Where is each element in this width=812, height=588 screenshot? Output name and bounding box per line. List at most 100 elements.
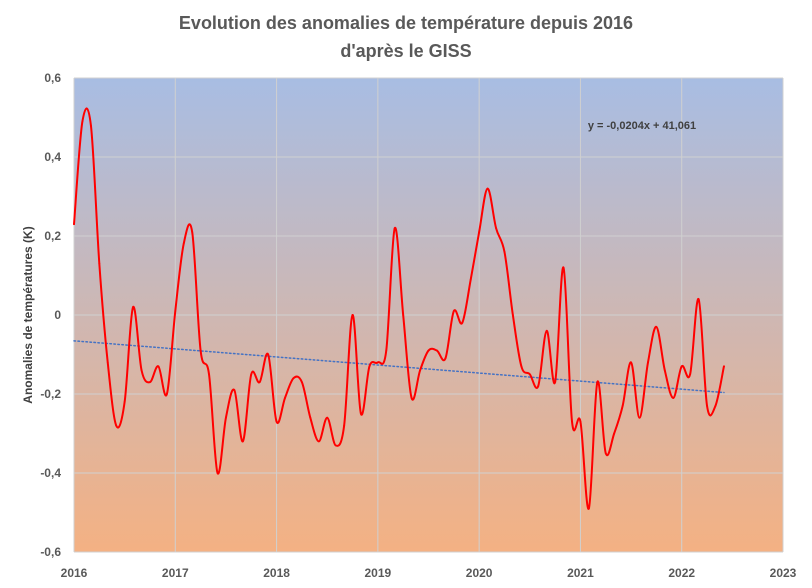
data-point <box>613 432 616 435</box>
data-point <box>275 420 278 423</box>
data-point <box>309 416 312 419</box>
data-point <box>368 365 371 368</box>
data-point <box>444 357 447 360</box>
data-point <box>393 227 396 230</box>
data-point <box>697 298 700 301</box>
data-point <box>562 266 565 269</box>
data-point <box>182 243 185 245</box>
data-point <box>208 373 210 376</box>
data-point <box>663 369 666 372</box>
data-point <box>419 369 421 372</box>
data-point <box>284 397 286 399</box>
data-point <box>343 424 346 427</box>
y-tick-label: -0,2 <box>40 387 61 401</box>
y-tick-label: 0,4 <box>44 150 61 164</box>
data-point <box>554 381 557 384</box>
data-point <box>351 314 354 316</box>
data-point <box>90 124 92 127</box>
y-tick-label: 0,2 <box>44 229 61 243</box>
x-tick-label: 2021 <box>567 566 594 580</box>
data-point <box>647 361 649 364</box>
data-point <box>140 369 143 372</box>
data-point <box>191 231 194 233</box>
data-point <box>689 373 692 376</box>
data-point <box>427 349 430 352</box>
data-point <box>241 440 244 443</box>
x-tick-label: 2019 <box>365 566 392 580</box>
data-point <box>486 187 489 190</box>
data-point <box>537 385 540 387</box>
data-point <box>216 472 219 474</box>
data-point <box>545 329 548 332</box>
data-point <box>587 507 590 510</box>
data-point <box>511 314 514 316</box>
data-point <box>723 365 725 368</box>
data-point <box>267 353 270 356</box>
data-point <box>106 361 109 364</box>
data-point <box>436 349 438 352</box>
data-point <box>503 250 506 253</box>
data-point <box>604 452 607 455</box>
data-point <box>149 381 151 384</box>
data-point <box>495 227 497 230</box>
data-point <box>225 416 227 419</box>
data-point <box>638 416 641 419</box>
data-point <box>317 440 320 443</box>
chart-title-line-2: d'après le GISS <box>340 41 471 61</box>
y-tick-label: -0,4 <box>40 466 61 480</box>
data-point <box>461 322 464 324</box>
data-point <box>376 361 379 364</box>
data-point <box>621 404 624 407</box>
y-axis-title: Anomalies de températures (K) <box>21 226 35 403</box>
y-tick-label: -0,6 <box>40 545 61 559</box>
axes: -0,6 -0,4 -0,2 0 0,2 0,4 0,6 2016 2017 2018 2019 20… <box>40 71 796 580</box>
series-group <box>73 107 725 510</box>
trendline-group <box>73 340 725 394</box>
data-point <box>596 381 599 384</box>
data-point <box>672 397 675 399</box>
data-point <box>452 310 455 312</box>
data-point <box>630 361 632 364</box>
data-point <box>258 381 261 384</box>
trendline-equation: y = -0,0204x + 41,061 <box>588 120 696 132</box>
data-point <box>300 381 303 384</box>
y-tick-label: 0,6 <box>44 71 61 85</box>
data-point <box>402 314 405 316</box>
data-point <box>520 365 523 368</box>
data-point <box>199 349 202 352</box>
data-point <box>250 373 253 376</box>
data-point <box>334 444 337 447</box>
data-point <box>233 389 236 391</box>
data-point <box>385 349 388 352</box>
data-point <box>174 310 177 312</box>
data-point <box>132 306 134 308</box>
data-point <box>115 424 118 427</box>
data-point <box>469 278 472 281</box>
data-point <box>478 231 481 233</box>
x-tick-label: 2023 <box>770 566 797 580</box>
x-tick-label: 2020 <box>466 566 493 580</box>
data-point <box>410 397 413 399</box>
y-tick-label: 0 <box>54 308 61 322</box>
data-point <box>123 401 126 403</box>
data-point <box>706 404 708 407</box>
data-point <box>528 373 531 376</box>
data-point <box>165 393 168 395</box>
data-point <box>655 325 658 328</box>
data-point <box>326 416 329 419</box>
trendline <box>73 340 725 394</box>
data-point <box>714 404 717 407</box>
data-point <box>579 420 582 423</box>
data-point <box>98 262 101 265</box>
data-point <box>360 412 362 415</box>
x-tick-label: 2018 <box>263 566 290 580</box>
x-tick-label: 2016 <box>61 566 88 580</box>
data-point <box>157 365 160 368</box>
data-point <box>81 120 84 123</box>
chart-title-line-1: Evolution des anomalies de température d… <box>179 13 633 33</box>
data-point <box>680 365 683 368</box>
data-point <box>292 377 295 380</box>
x-tick-label: 2022 <box>668 566 695 580</box>
x-tick-label: 2017 <box>162 566 189 580</box>
